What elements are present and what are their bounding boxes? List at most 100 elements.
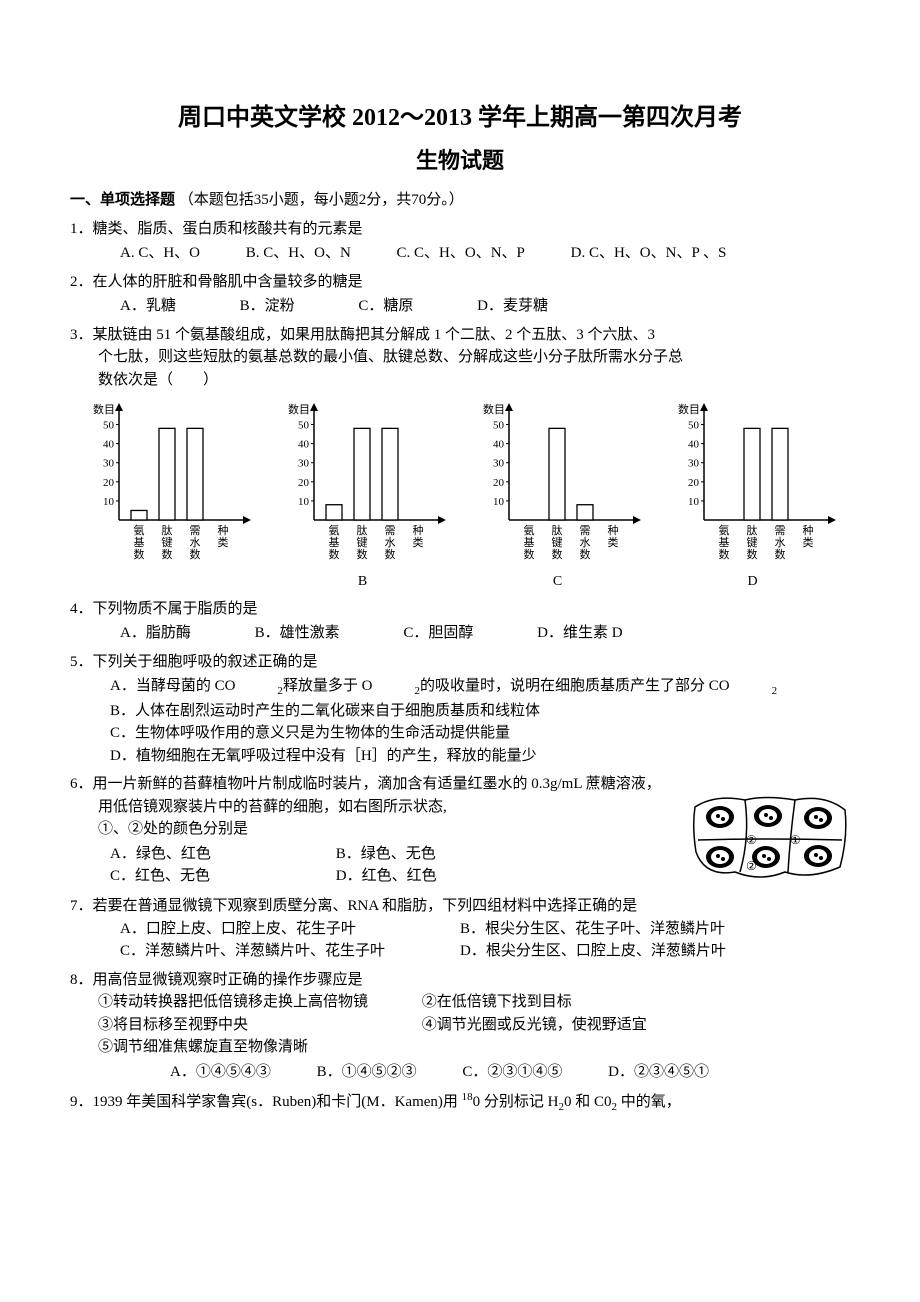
svg-text:肽: 肽 — [551, 523, 562, 537]
svg-text:键: 键 — [746, 535, 757, 549]
svg-text:30: 30 — [688, 458, 700, 470]
svg-text:40: 40 — [493, 439, 505, 451]
svg-text:10: 10 — [103, 496, 115, 508]
svg-text:数目: 数目 — [93, 403, 115, 416]
q2-opt-c: C．糖原 — [358, 295, 413, 318]
question-1: 1．糖类、脂质、蛋白质和核酸共有的元素是 A. C、H、O B. C、H、O、N… — [70, 218, 850, 265]
q6-opt-c: C．红色、无色 — [110, 865, 290, 888]
q8-opt-d: D．②③④⑤① — [608, 1061, 709, 1084]
svg-text:氨: 氨 — [718, 524, 729, 537]
q5a-post: 的吸收量时，说明在细胞质基质产生了部分 CO — [420, 675, 730, 698]
svg-text:类: 类 — [412, 535, 423, 549]
svg-text:数: 数 — [746, 548, 757, 561]
q4-options: A．脂肪酶 B．雄性激素 C．胆固醇 D．维生素 D — [70, 622, 850, 645]
svg-text:种: 种 — [412, 523, 423, 537]
svg-text:数: 数 — [718, 548, 729, 561]
svg-text:需: 需 — [189, 524, 200, 537]
svg-text:氨: 氨 — [328, 524, 339, 537]
svg-text:肽: 肽 — [746, 523, 757, 537]
q8-step4: ④调节光圈或反光镜，使视野适宜 — [422, 1017, 647, 1033]
svg-text:数: 数 — [328, 548, 339, 561]
q1-opt-d: D. C、H、O、N、P 、S — [571, 242, 727, 265]
q3-stem-line2: 个七肽，则这些短肽的氨基总数的最小值、肽键总数、分解成这些小分子肽所需水分子总 — [70, 346, 850, 369]
cell-label-2: ② — [746, 833, 757, 847]
q3-stem-line1: 3．某肽链由 51 个氨基酸组成，如果用肽酶把其分解成 1 个二肽、2 个五肽、… — [70, 324, 850, 347]
q5a-mid: 释放量多于 O — [283, 675, 373, 698]
svg-text:20: 20 — [493, 477, 505, 489]
q8-steps: ①转动转换器把低倍镜移走换上高倍物镜 ②在低倍镜下找到目标 ③将目标移至视野中央… — [70, 991, 850, 1059]
q1-stem: 1．糖类、脂质、蛋白质和核酸共有的元素是 — [70, 218, 850, 241]
q1-opt-a: A. C、H、O — [120, 242, 200, 265]
q8-step2: ②在低倍镜下找到目标 — [422, 994, 572, 1010]
svg-text:需: 需 — [384, 524, 395, 537]
svg-text:种: 种 — [802, 523, 813, 537]
section-heading: 一、单项选择题 （本题包括35小题，每小题2分，共70分。） — [70, 189, 850, 212]
cell-svg: ② ① ② — [690, 792, 850, 882]
q8-opt-c: C．②③①④⑤ — [462, 1061, 562, 1084]
q5-opt-d: D．植物细胞在无氧呼吸过程中没有［H］的产生，释放的能量少 — [110, 745, 850, 768]
q9-post: 中的氧， — [617, 1094, 681, 1110]
q3-chart-a: 数目5040302010氨基数肽键数需水数种类 — [83, 395, 253, 592]
svg-text:40: 40 — [688, 439, 700, 451]
q1-options: A. C、H、O B. C、H、O、N C. C、H、O、N、P D. C、H、… — [70, 242, 850, 265]
svg-text:键: 键 — [161, 535, 172, 549]
q5-opt-a: A．当酵母菌的 CO2 释放量多于 O2 的吸收量时，说明在细胞质基质产生了部分… — [110, 675, 850, 700]
q7-opt-d: D．根尖分生区、口腔上皮、洋葱鳞片叶 — [460, 940, 800, 963]
q6-opt-d: D．红色、红色 — [336, 865, 437, 888]
svg-text:20: 20 — [103, 477, 115, 489]
svg-text:50: 50 — [298, 420, 310, 432]
q4-stem: 4．下列物质不属于脂质的是 — [70, 598, 850, 621]
svg-text:类: 类 — [217, 535, 228, 549]
question-2: 2．在人体的肝脏和骨骼肌中含量较多的糖是 A．乳糖 B．淀粉 C．糖原 D．麦芽… — [70, 271, 850, 318]
q4-opt-d: D．维生素 D — [537, 622, 622, 645]
svg-text:水: 水 — [774, 536, 785, 549]
svg-text:40: 40 — [103, 439, 115, 451]
q8-step1: ①转动转换器把低倍镜移走换上高倍物镜 — [98, 991, 418, 1014]
svg-text:肽: 肽 — [161, 523, 172, 537]
svg-text:基: 基 — [523, 536, 534, 549]
question-7: 7．若要在普通显微镜下观察到质壁分离、RNA 和脂肪，下列四组材料中选择正确的是… — [70, 895, 850, 963]
chart-svg-d: 数目5040302010氨基数肽键数需水数种类 — [668, 395, 838, 565]
q9-mid2: 0 和 C0 — [564, 1094, 612, 1110]
svg-text:30: 30 — [103, 458, 115, 470]
q4-opt-a: A．脂肪酶 — [120, 622, 191, 645]
svg-text:类: 类 — [607, 535, 618, 549]
svg-text:数: 数 — [384, 548, 395, 561]
svg-text:30: 30 — [493, 458, 505, 470]
q8-step3: ③将目标移至视野中央 — [98, 1014, 418, 1037]
q7-opt-b: B．根尖分生区、花生子叶、洋葱鳞片叶 — [460, 918, 800, 941]
svg-text:种: 种 — [217, 523, 228, 537]
svg-text:种: 种 — [607, 523, 618, 537]
q6-opt-b: B．绿色、无色 — [336, 843, 436, 866]
svg-text:50: 50 — [688, 420, 700, 432]
q6-opt-a: A．绿色、红色 — [110, 843, 290, 866]
svg-text:50: 50 — [103, 420, 115, 432]
cell-label-1: ① — [790, 833, 801, 847]
q3-chart-b-label: B — [278, 571, 448, 592]
q2-opt-b: B．淀粉 — [240, 295, 295, 318]
q5a-pre: A．当酵母菌的 CO — [110, 675, 235, 698]
q5-options: A．当酵母菌的 CO2 释放量多于 O2 的吸收量时，说明在细胞质基质产生了部分… — [70, 675, 850, 767]
svg-text:水: 水 — [189, 536, 200, 549]
svg-text:数目: 数目 — [483, 403, 505, 416]
q6-cell-figure: ② ① ② — [690, 792, 850, 890]
q2-stem: 2．在人体的肝脏和骨骼肌中含量较多的糖是 — [70, 271, 850, 294]
q9-mid: 0 分别标记 H — [473, 1094, 559, 1110]
q5-opt-b: B．人体在剧烈运动时产生的二氧化碳来自于细胞质基质和线粒体 — [110, 700, 850, 723]
question-3: 3．某肽链由 51 个氨基酸组成，如果用肽酶把其分解成 1 个二肽、2 个五肽、… — [70, 324, 850, 592]
q9-pre: 9．1939 年美国科学家鲁宾(s．Ruben)和卡门(M．Kamen)用 — [70, 1094, 462, 1110]
q2-options: A．乳糖 B．淀粉 C．糖原 D．麦芽糖 — [70, 295, 850, 318]
svg-text:20: 20 — [688, 477, 700, 489]
q2-opt-d: D．麦芽糖 — [477, 295, 548, 318]
chart-svg-a: 数目5040302010氨基数肽键数需水数种类 — [83, 395, 253, 565]
svg-text:30: 30 — [298, 458, 310, 470]
svg-text:水: 水 — [384, 536, 395, 549]
question-8: 8．用高倍显微镜观察时正确的操作步骤应是 ①转动转换器把低倍镜移走换上高倍物镜 … — [70, 969, 850, 1084]
chart-svg-c: 数目5040302010氨基数肽键数需水数种类 — [473, 395, 643, 565]
svg-text:氨: 氨 — [133, 524, 144, 537]
q7-stem: 7．若要在普通显微镜下观察到质壁分离、RNA 和脂肪，下列四组材料中选择正确的是 — [70, 895, 850, 918]
question-6: 6．用一片新鲜的苔藓植物叶片制成临时装片，滴加含有适量红墨水的 0.3g/mL … — [70, 773, 850, 889]
svg-text:基: 基 — [718, 536, 729, 549]
q5-stem: 5．下列关于细胞呼吸的叙述正确的是 — [70, 651, 850, 674]
q3-chart-c: 数目5040302010氨基数肽键数需水数种类 C — [473, 395, 643, 592]
